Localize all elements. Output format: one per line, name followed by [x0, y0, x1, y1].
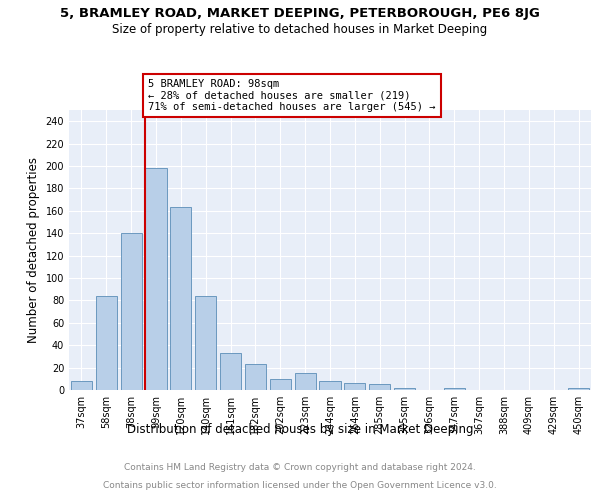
Bar	[195, 296, 216, 390]
Bar	[145, 168, 167, 390]
Bar	[245, 364, 266, 390]
Bar	[121, 233, 142, 390]
Text: Contains HM Land Registry data © Crown copyright and database right 2024.: Contains HM Land Registry data © Crown c…	[124, 462, 476, 471]
Bar	[394, 388, 415, 390]
Bar	[295, 373, 316, 390]
Bar	[568, 388, 589, 390]
Y-axis label: Number of detached properties: Number of detached properties	[27, 157, 40, 343]
Text: 5, BRAMLEY ROAD, MARKET DEEPING, PETERBOROUGH, PE6 8JG: 5, BRAMLEY ROAD, MARKET DEEPING, PETERBO…	[60, 8, 540, 20]
Bar	[270, 379, 291, 390]
Bar	[369, 384, 390, 390]
Bar	[344, 384, 365, 390]
Bar	[220, 353, 241, 390]
Bar	[444, 388, 465, 390]
Text: Contains public sector information licensed under the Open Government Licence v3: Contains public sector information licen…	[103, 481, 497, 490]
Text: 5 BRAMLEY ROAD: 98sqm
← 28% of detached houses are smaller (219)
71% of semi-det: 5 BRAMLEY ROAD: 98sqm ← 28% of detached …	[148, 79, 436, 112]
Bar	[71, 381, 92, 390]
Text: Distribution of detached houses by size in Market Deeping: Distribution of detached houses by size …	[127, 422, 473, 436]
Bar	[96, 296, 117, 390]
Bar	[170, 208, 191, 390]
Text: Size of property relative to detached houses in Market Deeping: Size of property relative to detached ho…	[112, 22, 488, 36]
Bar	[319, 381, 341, 390]
